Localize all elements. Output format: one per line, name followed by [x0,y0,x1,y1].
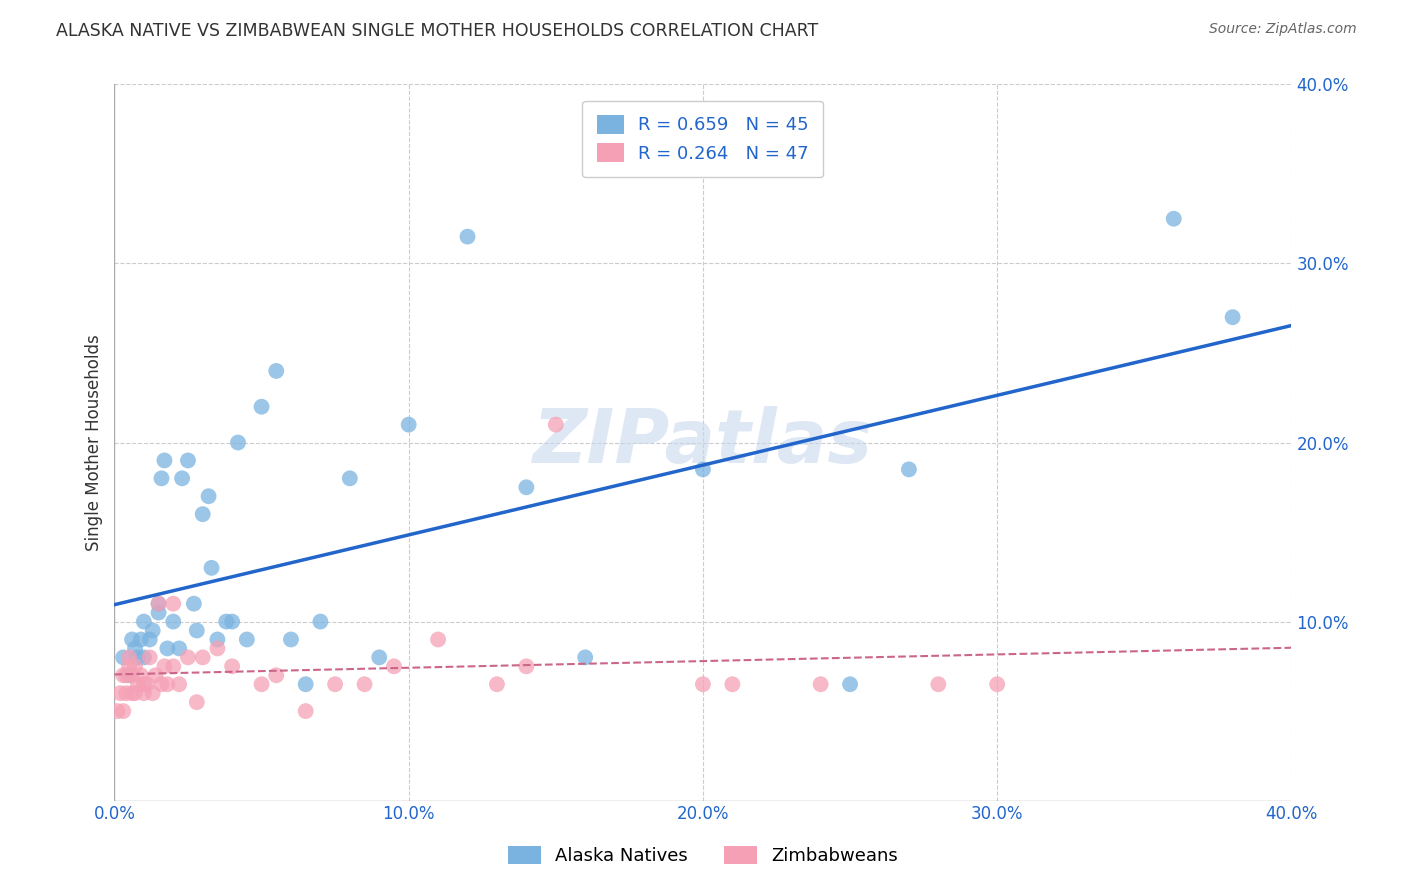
Point [132,615,155,629]
Point [118,668,141,682]
Point [323,677,346,691]
Point [124,686,146,700]
Legend: Alaska Natives, Zimbabweans: Alaska Natives, Zimbabweans [499,837,907,874]
Point [162,659,184,673]
Point [148,597,170,611]
Point [544,417,567,432]
Point [112,650,135,665]
Point [191,507,214,521]
Point [124,641,146,656]
Point [294,704,316,718]
Point [839,677,862,691]
Point [398,417,420,432]
Point [927,677,949,691]
Point [110,686,132,700]
Point [692,677,714,691]
Point [574,650,596,665]
Point [162,615,184,629]
Point [121,668,143,682]
Point [485,677,508,691]
Point [236,632,259,647]
Point [135,677,157,691]
Point [207,641,229,656]
Point [132,677,155,691]
Point [138,632,160,647]
Point [515,659,537,673]
Point [127,677,149,691]
Point [148,606,170,620]
Point [250,400,273,414]
Point [177,650,200,665]
Point [183,597,205,611]
Point [264,668,287,682]
Point [153,659,176,673]
Point [132,686,155,700]
Point [294,677,316,691]
Point [309,615,332,629]
Point [112,704,135,718]
Point [692,462,714,476]
Text: ALASKA NATIVE VS ZIMBABWEAN SINGLE MOTHER HOUSEHOLDS CORRELATION CHART: ALASKA NATIVE VS ZIMBABWEAN SINGLE MOTHE… [56,22,818,40]
Point [115,668,138,682]
Point [127,650,149,665]
Point [172,471,194,485]
Point [112,668,135,682]
Point [121,632,143,647]
Point [162,597,184,611]
Point [339,471,361,485]
Point [129,632,152,647]
Point [138,650,160,665]
Text: Source: ZipAtlas.com: Source: ZipAtlas.com [1209,22,1357,37]
Point [1222,310,1244,325]
Point [264,364,287,378]
Point [353,677,375,691]
Point [897,462,920,476]
Point [153,453,176,467]
Point [115,686,138,700]
Point [250,677,273,691]
Point [121,686,143,700]
Point [457,229,479,244]
Point [1163,211,1185,226]
Point [986,677,1008,691]
Point [105,704,128,718]
Point [129,668,152,682]
Point [382,659,405,673]
Point [156,641,179,656]
Point [118,659,141,673]
Point [280,632,302,647]
Point [226,435,249,450]
Point [215,615,238,629]
Legend: R = 0.659   N = 45, R = 0.264   N = 47: R = 0.659 N = 45, R = 0.264 N = 47 [582,101,824,178]
Point [150,471,173,485]
Point [197,489,219,503]
Point [427,632,450,647]
Point [142,624,165,638]
Point [148,597,170,611]
Point [721,677,744,691]
Point [150,677,173,691]
Point [132,650,155,665]
Point [167,641,190,656]
Point [368,650,391,665]
Y-axis label: Single Mother Households: Single Mother Households [86,334,103,551]
Point [186,695,208,709]
Point [142,686,165,700]
Point [191,650,214,665]
Text: ZIPatlas: ZIPatlas [533,406,873,479]
Point [186,624,208,638]
Point [156,677,179,691]
Point [145,668,167,682]
Point [167,677,190,691]
Point [221,615,243,629]
Point [200,561,222,575]
Point [207,632,229,647]
Point [810,677,832,691]
Point [177,453,200,467]
Point [124,659,146,673]
Point [118,650,141,665]
Point [515,480,537,494]
Point [221,659,243,673]
